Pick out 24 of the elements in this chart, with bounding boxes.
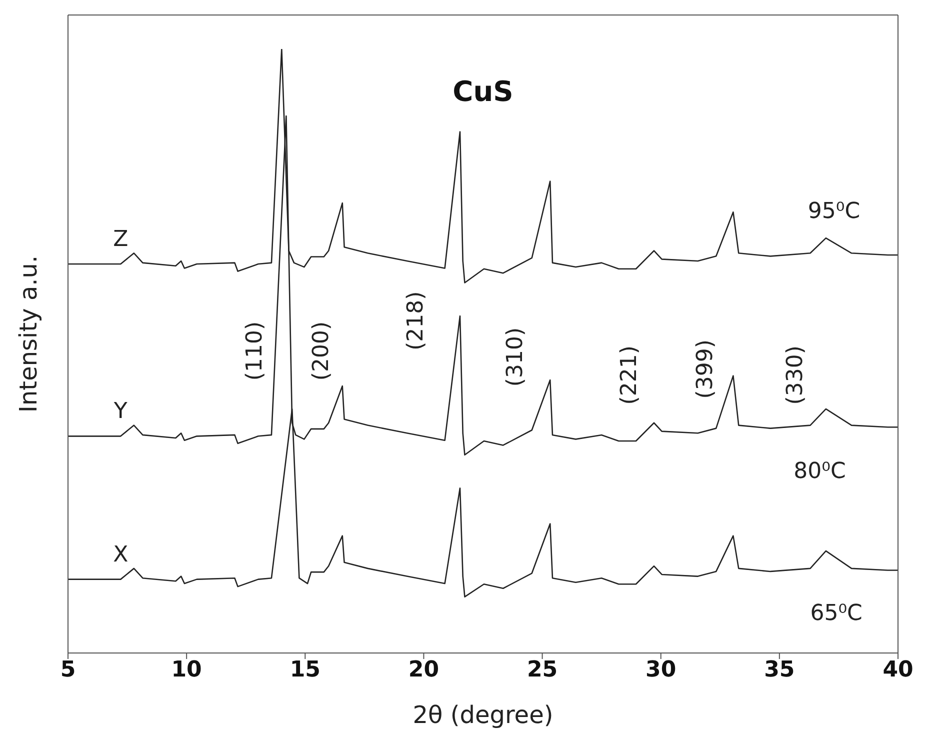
series-label: Z: [113, 227, 128, 252]
annotation: (310): [503, 327, 528, 387]
x-tick-label: 30: [646, 658, 676, 683]
text: CuS: [452, 75, 514, 108]
x-axis-title: 2θ (degree): [412, 701, 554, 729]
x-tick-label: 40: [882, 658, 914, 683]
series-label: Y: [112, 399, 128, 424]
annotation: (330): [783, 346, 808, 405]
annotation: 80⁰C: [794, 458, 846, 484]
x-tick-label: 15: [290, 658, 320, 683]
x-tick-label: 20: [408, 658, 440, 683]
x-tick-label: 25: [526, 658, 558, 683]
annotation: (399): [692, 340, 718, 399]
x-tick-label: 5: [60, 658, 76, 683]
annotation: 65⁰C: [810, 600, 862, 626]
x-tick-label: 35: [764, 658, 795, 683]
annotation: (221): [617, 346, 642, 405]
x-tick-label: 10: [171, 658, 202, 683]
annotation: (200): [308, 321, 334, 381]
annotation: (218): [404, 291, 429, 350]
series-label: X: [113, 542, 128, 568]
annotation: (110): [242, 321, 268, 381]
annotation: 95⁰C: [808, 199, 860, 224]
y-axis-title: Intensity a.u.: [14, 255, 43, 413]
